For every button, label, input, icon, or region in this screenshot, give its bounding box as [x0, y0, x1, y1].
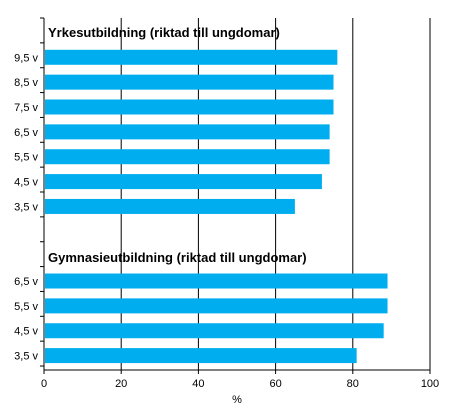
y-tick-label: 8,5 v: [14, 77, 38, 89]
bar: [45, 99, 334, 115]
y-tick-label: 7,5 v: [14, 102, 38, 114]
y-tick-label: 9,5 v: [14, 52, 38, 64]
x-tick-label: 80: [347, 378, 359, 390]
x-tick-label: 0: [41, 378, 47, 390]
section-title-gymnasieutbildning: Gymnasieutbildning (riktad till ungdomar…: [48, 250, 307, 265]
x-axis-title: %: [232, 394, 242, 406]
bar: [45, 198, 295, 214]
bar: [45, 174, 322, 190]
bar: [45, 298, 388, 314]
y-tick-label: 3,5 v: [14, 201, 38, 213]
x-tick-label: 20: [115, 378, 127, 390]
x-tick-label: 40: [192, 378, 204, 390]
bar: [45, 49, 338, 65]
y-tick-label: 6,5 v: [14, 276, 38, 288]
x-tick-label: 100: [421, 378, 439, 390]
section-title-yrkesutbildning: Yrkesutbildning (riktad till ungdomar): [48, 25, 280, 40]
y-tick-label: 5,5 v: [14, 301, 38, 313]
y-tick-label: 5,5 v: [14, 152, 38, 164]
bar: [45, 323, 384, 339]
y-tick-label: 4,5 v: [14, 177, 38, 189]
y-tick-label: 3,5 v: [14, 351, 38, 363]
bar: [45, 348, 357, 364]
bar: [45, 74, 334, 90]
bar: [45, 149, 330, 165]
y-tick-label: 6,5 v: [14, 127, 38, 139]
y-tick-label: 4,5 v: [14, 326, 38, 338]
bar: [45, 273, 388, 289]
bar: [45, 124, 330, 140]
x-tick-label: 60: [269, 378, 281, 390]
